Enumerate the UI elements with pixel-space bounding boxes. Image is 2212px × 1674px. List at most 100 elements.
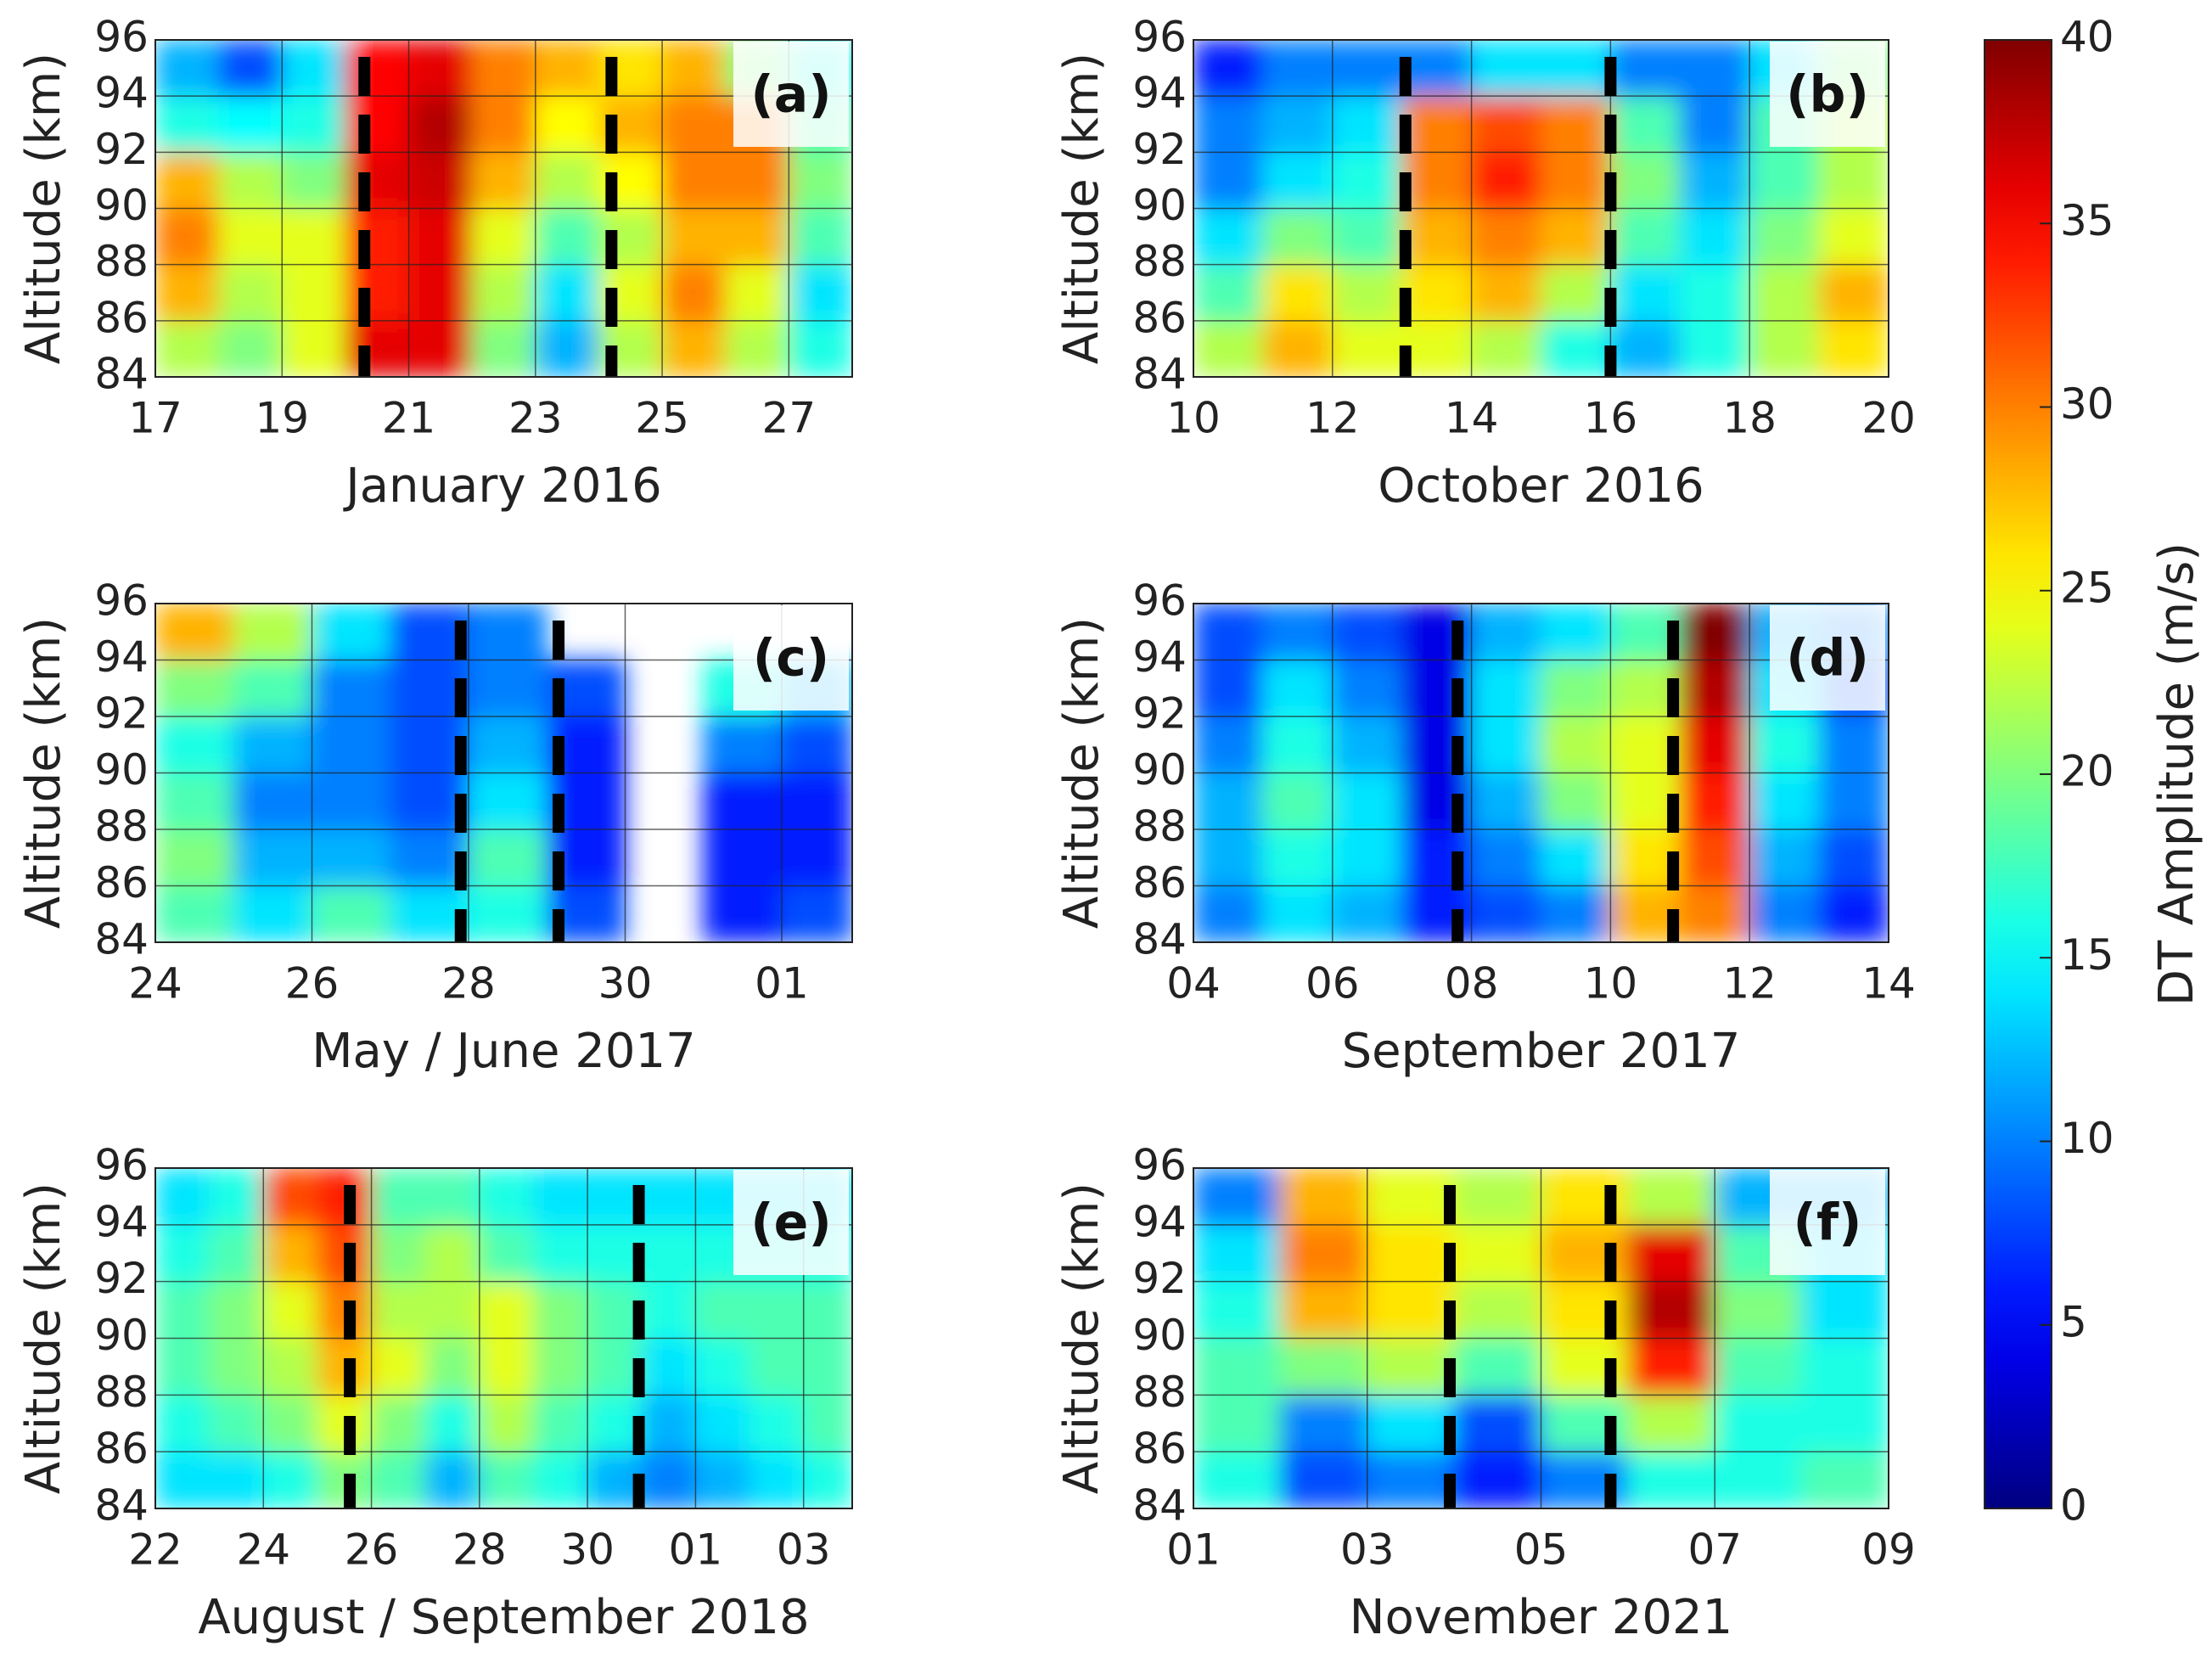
cell: [1627, 1451, 1715, 1508]
cell: [1401, 95, 1473, 153]
cell: [749, 1394, 805, 1452]
cell: [218, 95, 283, 153]
cell: [345, 40, 410, 97]
cell: [471, 151, 536, 209]
cell: [1471, 885, 1541, 942]
y-tick-label: 90: [94, 745, 149, 795]
cell: [471, 320, 536, 377]
y-tick-label: 90: [1132, 745, 1187, 795]
x-tick-label: 30: [560, 1525, 615, 1575]
cell: [1679, 716, 1750, 773]
cell: [535, 320, 599, 377]
cell: [1193, 772, 1264, 830]
cell: [1367, 1224, 1455, 1283]
cell: [1367, 1168, 1455, 1226]
cell: [1332, 604, 1403, 660]
colorbar-tick-label: 15: [2060, 930, 2114, 980]
cell: [1801, 1338, 1889, 1396]
y-tick-label: 92: [1132, 689, 1187, 739]
y-tick-label: 92: [94, 125, 149, 174]
cell: [311, 604, 391, 660]
plot-frame: [1193, 1167, 1889, 1509]
cell: [1193, 1338, 1281, 1396]
cell: [725, 264, 789, 322]
cell: [749, 1281, 805, 1339]
y-tick-label: 88: [94, 237, 149, 286]
colorbar-tick-label: 5: [2060, 1297, 2087, 1346]
cell: [1627, 1224, 1715, 1283]
cell: [424, 1338, 480, 1396]
x-tick-label: 04: [1166, 959, 1221, 1008]
cell: [1367, 1281, 1455, 1339]
cell: [233, 885, 312, 942]
cell: [155, 829, 234, 886]
cell: [281, 208, 346, 266]
cell: [1471, 151, 1541, 209]
y-tick-label: 90: [94, 1311, 149, 1360]
x-tick-label: 24: [128, 959, 182, 1008]
cell: [471, 40, 536, 97]
cell: [533, 1281, 588, 1339]
panel-label-box: [733, 1170, 849, 1275]
cell: [535, 151, 599, 209]
cell: [371, 1394, 426, 1452]
cell: [424, 1168, 480, 1226]
x-tick-label: 27: [762, 394, 817, 443]
cell: [1818, 320, 1889, 377]
cell: [1627, 1281, 1715, 1339]
cell: [1332, 151, 1403, 209]
cell: [155, 151, 220, 209]
cell: [1453, 1451, 1541, 1508]
cell: [1627, 1338, 1715, 1396]
cell: [535, 208, 599, 266]
cell: [1332, 95, 1403, 153]
cell: [1609, 151, 1681, 209]
cell: [155, 772, 234, 830]
x-tick-label: 19: [255, 394, 309, 443]
cell: [641, 1224, 696, 1283]
y-tick-label: 90: [1132, 1311, 1187, 1360]
plot-frame: [154, 1167, 853, 1509]
cell: [587, 1168, 643, 1226]
x-tick-label: 18: [1722, 394, 1777, 443]
y-tick-label: 92: [94, 1254, 149, 1303]
cell: [218, 320, 283, 377]
cell: [1818, 264, 1889, 322]
cell: [371, 1168, 426, 1226]
cell: [1193, 660, 1264, 717]
cell: [371, 1451, 426, 1508]
x-tick-label: 16: [1584, 394, 1638, 443]
cell: [1801, 1394, 1889, 1452]
cell: [424, 1224, 480, 1283]
cell: [408, 151, 473, 209]
cell: [788, 320, 852, 377]
x-tick-label: 30: [598, 959, 653, 1008]
cell: [1332, 208, 1403, 266]
cell: [533, 1224, 588, 1283]
x-tick-label: 09: [1861, 1525, 1916, 1575]
cell: [1679, 264, 1750, 322]
cell: [218, 264, 283, 322]
cell: [661, 208, 727, 266]
x-axis-label: August / September 2018: [198, 1590, 809, 1645]
cell: [1471, 604, 1541, 660]
x-axis-label: October 2016: [1378, 458, 1704, 514]
y-axis-label: Altitude (km): [16, 617, 71, 929]
cell: [1193, 95, 1264, 153]
panel-label-box: [1770, 42, 1885, 147]
x-tick-label: 26: [345, 1525, 399, 1575]
cell: [1262, 660, 1333, 717]
y-axis-label: Altitude (km): [16, 53, 71, 364]
cell: [155, 40, 220, 97]
cell: [535, 95, 599, 153]
cell: [1279, 1338, 1368, 1396]
cell: [1332, 264, 1403, 322]
cell: [155, 885, 234, 942]
y-tick-label: 84: [1132, 1481, 1187, 1531]
cell: [1471, 40, 1541, 97]
cell: [479, 1168, 535, 1226]
cell: [371, 1281, 426, 1339]
cell: [471, 264, 536, 322]
cell: [533, 1451, 588, 1508]
cell: [1609, 95, 1681, 153]
